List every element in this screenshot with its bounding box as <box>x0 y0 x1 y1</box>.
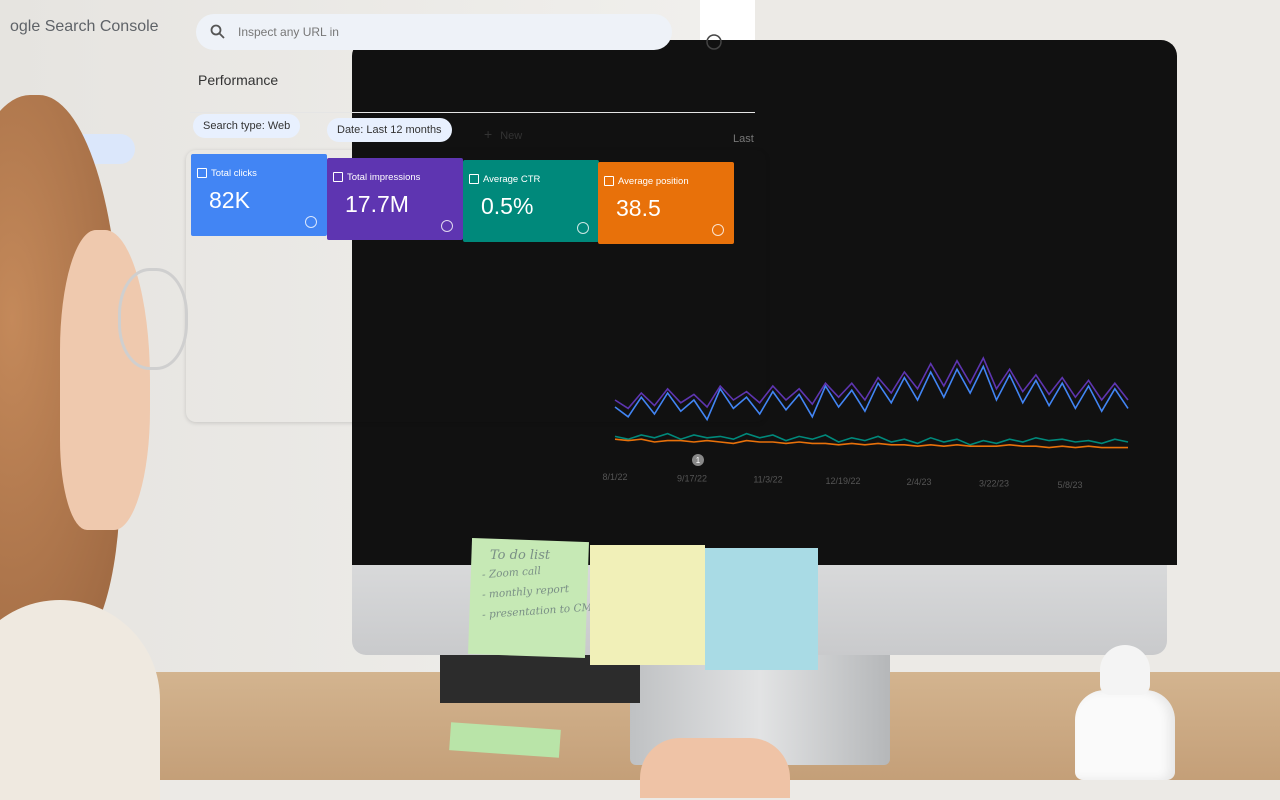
metric-value: 17.7M <box>345 191 409 217</box>
page-title: Performance <box>198 72 279 88</box>
x-tick-label: 9/17/22 <box>677 473 707 483</box>
metric-card: Total clicks 82K <box>191 154 327 236</box>
metric-value: 0.5% <box>481 193 534 219</box>
x-tick-label: 2/4/23 <box>906 477 931 487</box>
x-tick-label: 12/19/22 <box>825 476 860 486</box>
person-shoulder <box>0 600 160 800</box>
monitor-bezel <box>352 40 1177 565</box>
pineapple-jar <box>1075 690 1175 780</box>
filter-chip[interactable]: Search type: Web <box>193 114 301 138</box>
trend-chart: 1 8/1/22 9/17/22 11/3/22 12/19/22 2/4/23 3/22… <box>602 356 1129 490</box>
help-icon <box>577 222 589 234</box>
metric-label: Total impressions <box>332 172 421 183</box>
help-icon[interactable] <box>705 33 723 51</box>
annotation-text: 1 <box>696 456 701 465</box>
metric-card: Average position 38.5 <box>598 162 734 244</box>
help-icon <box>305 216 317 228</box>
metric-label: Average position <box>604 176 689 187</box>
logo: ogle Search Console <box>10 18 159 35</box>
new-label: New <box>500 130 523 142</box>
sticky-note-blue <box>705 548 818 670</box>
x-tick-label: 11/3/22 <box>753 475 782 485</box>
x-tick-label: 8/1/22 <box>602 472 627 482</box>
hand <box>640 738 790 798</box>
metric-label: Average CTR <box>468 174 541 185</box>
search-bar[interactable]: Inspect any URL in <box>196 14 672 50</box>
last-label: Last <box>733 133 754 145</box>
trend-line <box>614 438 1128 449</box>
x-tick-label: 5/8/23 <box>1057 480 1082 490</box>
metric-card: Total impressions 17.7M <box>327 158 463 240</box>
help-icon <box>441 220 453 232</box>
divider <box>190 112 755 113</box>
glasses <box>118 268 188 370</box>
trend-line <box>614 364 1129 422</box>
metric-value: 38.5 <box>616 195 661 221</box>
annotation-marker[interactable] <box>692 454 704 466</box>
new-button[interactable]: + New <box>484 126 523 142</box>
filter-chip[interactable]: Date: Last 12 months <box>327 118 452 142</box>
x-tick-label: 3/22/23 <box>979 479 1009 489</box>
trend-line <box>614 432 1129 446</box>
trend-line <box>614 356 1129 410</box>
search-icon <box>210 24 225 39</box>
pineapple-top <box>1100 645 1150 695</box>
metric-label: Total clicks <box>197 168 257 179</box>
sticky-note-yellow <box>590 545 705 665</box>
metric-value: 82K <box>209 187 250 213</box>
metric-card: Average CTR 0.5% <box>463 160 599 242</box>
note-line: To do list <box>490 548 551 563</box>
search-placeholder: Inspect any URL in <box>238 25 339 39</box>
help-icon <box>712 224 724 236</box>
